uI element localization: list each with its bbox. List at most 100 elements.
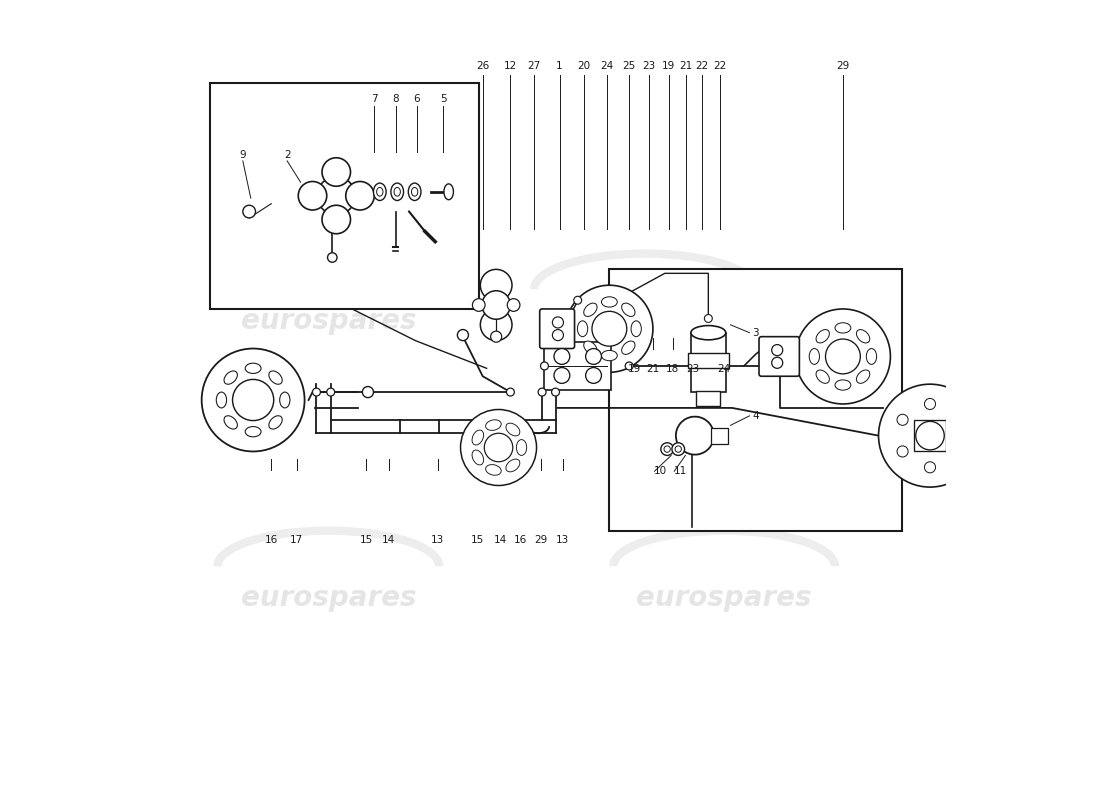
Ellipse shape: [816, 370, 829, 383]
Text: 21: 21: [647, 363, 660, 374]
FancyBboxPatch shape: [759, 337, 800, 376]
Text: 24: 24: [601, 61, 614, 70]
Bar: [711, 428, 728, 443]
Ellipse shape: [578, 321, 587, 337]
Circle shape: [585, 367, 602, 383]
Ellipse shape: [374, 183, 386, 201]
Ellipse shape: [584, 303, 597, 317]
Circle shape: [201, 349, 305, 451]
Ellipse shape: [602, 350, 617, 361]
Text: 7: 7: [371, 94, 377, 104]
Text: 23: 23: [686, 363, 700, 374]
Text: 15: 15: [360, 534, 373, 545]
Circle shape: [481, 270, 512, 301]
Text: 12: 12: [504, 61, 517, 70]
Circle shape: [458, 330, 469, 341]
Bar: [609, 270, 902, 530]
Text: 19: 19: [628, 363, 641, 374]
Text: eurospares: eurospares: [241, 307, 416, 335]
Circle shape: [552, 317, 563, 328]
Circle shape: [565, 286, 653, 372]
Ellipse shape: [408, 183, 421, 201]
Text: 9: 9: [240, 150, 246, 159]
Ellipse shape: [485, 465, 502, 475]
Text: 5: 5: [440, 94, 447, 104]
Bar: [696, 390, 720, 406]
Circle shape: [484, 434, 513, 462]
Ellipse shape: [390, 183, 404, 201]
Circle shape: [461, 410, 537, 486]
Ellipse shape: [506, 423, 520, 436]
Ellipse shape: [584, 341, 597, 354]
Ellipse shape: [835, 380, 850, 390]
Circle shape: [574, 296, 582, 304]
Circle shape: [491, 331, 502, 342]
Ellipse shape: [867, 349, 877, 364]
Circle shape: [552, 330, 563, 341]
Circle shape: [896, 414, 909, 426]
Text: 23: 23: [642, 61, 656, 70]
Circle shape: [312, 388, 320, 396]
Text: 25: 25: [623, 61, 636, 70]
Ellipse shape: [816, 330, 829, 343]
Bar: [691, 333, 726, 392]
Text: 21: 21: [680, 61, 693, 70]
Circle shape: [540, 362, 549, 370]
Circle shape: [554, 349, 570, 364]
Circle shape: [585, 349, 602, 364]
Ellipse shape: [472, 450, 484, 465]
Ellipse shape: [245, 363, 261, 374]
Circle shape: [472, 298, 485, 311]
Text: 14: 14: [382, 534, 395, 545]
Ellipse shape: [444, 184, 453, 200]
Circle shape: [924, 398, 935, 410]
Text: 26: 26: [476, 61, 490, 70]
Bar: [210, 83, 478, 309]
Text: 1: 1: [557, 61, 563, 70]
Circle shape: [506, 388, 515, 396]
Ellipse shape: [631, 321, 641, 337]
Text: 27: 27: [528, 61, 541, 70]
Text: 11: 11: [674, 466, 688, 476]
Text: 16: 16: [265, 534, 278, 545]
Text: 18: 18: [667, 363, 680, 374]
Circle shape: [704, 314, 713, 322]
Circle shape: [322, 206, 351, 234]
Circle shape: [924, 462, 935, 473]
Bar: [914, 420, 946, 451]
Ellipse shape: [224, 416, 238, 429]
Text: 24: 24: [717, 363, 730, 374]
Text: eurospares: eurospares: [558, 307, 733, 335]
Text: 3: 3: [752, 328, 759, 338]
Circle shape: [952, 414, 962, 426]
Circle shape: [243, 206, 255, 218]
Ellipse shape: [279, 392, 290, 408]
Text: 8: 8: [393, 94, 399, 104]
Circle shape: [328, 253, 337, 262]
Text: 29: 29: [534, 534, 547, 545]
Text: 17: 17: [290, 534, 304, 545]
Bar: [544, 342, 612, 390]
Text: 4: 4: [752, 411, 759, 421]
Circle shape: [915, 422, 944, 450]
Bar: [688, 353, 729, 368]
Circle shape: [317, 177, 355, 214]
Ellipse shape: [835, 322, 850, 333]
Circle shape: [661, 442, 673, 455]
Text: eurospares: eurospares: [637, 584, 812, 612]
Circle shape: [795, 309, 890, 404]
Text: 22: 22: [714, 61, 727, 70]
Circle shape: [554, 367, 570, 383]
Ellipse shape: [472, 430, 484, 445]
Circle shape: [952, 446, 962, 457]
Ellipse shape: [268, 371, 283, 384]
FancyBboxPatch shape: [540, 309, 574, 349]
Circle shape: [538, 388, 546, 396]
Ellipse shape: [485, 420, 502, 430]
Circle shape: [322, 158, 351, 186]
Text: 29: 29: [836, 61, 849, 70]
Text: 16: 16: [514, 534, 527, 545]
Circle shape: [482, 290, 510, 319]
Ellipse shape: [810, 349, 820, 364]
Circle shape: [298, 182, 327, 210]
